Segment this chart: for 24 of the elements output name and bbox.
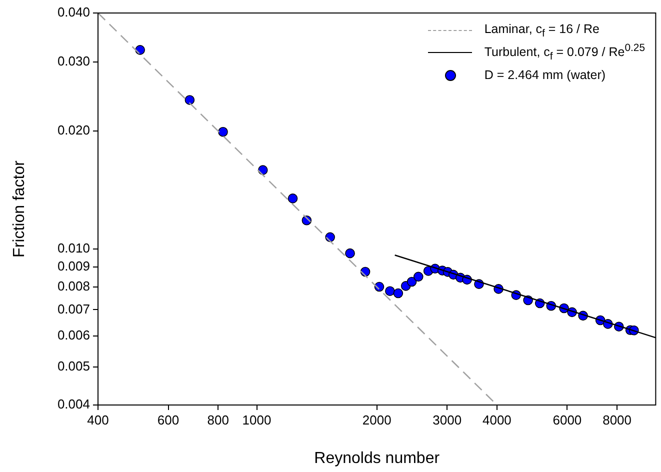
y-axis-title: Friction factor <box>11 160 28 258</box>
y-tick-label: 0.009 <box>57 258 90 274</box>
x-axis-title: Reynolds number <box>314 450 440 467</box>
legend-label: Turbulent, c$_{f}$ = 0.079 / Re$^{0.25}$ <box>484 43 645 63</box>
x-tick-label: 3000 <box>432 412 462 428</box>
legend-label: Laminar, c$_{f}$ = 16 / Re <box>484 22 600 40</box>
y-tick-label: 0.007 <box>57 301 90 316</box>
x-tick-label: 6000 <box>552 412 582 428</box>
y-tick-label: 0.030 <box>57 54 90 69</box>
y-tick-label: 0.008 <box>57 278 90 294</box>
x-tick-label: 1000 <box>242 412 272 428</box>
x-tick-label: 800 <box>207 412 229 428</box>
y-tick-label: 0.020 <box>57 122 90 138</box>
x-tick-label: 4000 <box>482 412 512 428</box>
legend-label: D = 2.464 mm (water) <box>484 68 606 82</box>
y-tick-label: 0.040 <box>57 4 90 20</box>
y-tick-label: 0.005 <box>57 358 90 374</box>
x-tick-label: 400 <box>87 412 109 428</box>
y-tick-label: 0.004 <box>57 396 90 412</box>
x-tick-label: 8000 <box>602 412 632 428</box>
y-tick-label: 0.006 <box>57 328 90 343</box>
x-tick-label: 600 <box>157 412 180 428</box>
x-tick-label: 2000 <box>362 412 392 428</box>
y-tick-label: 0.010 <box>57 240 90 256</box>
